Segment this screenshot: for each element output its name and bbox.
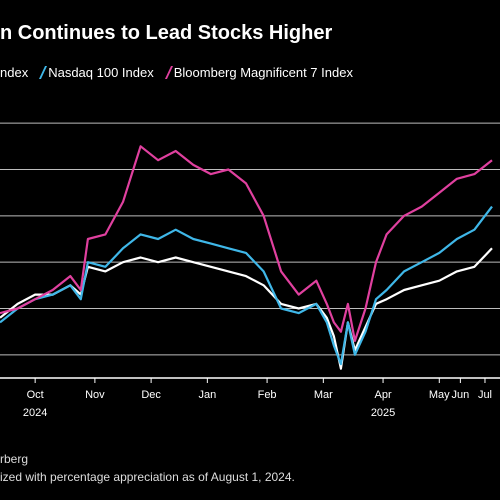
x-tick-label-6: Apr [374, 389, 391, 401]
x-tick-label-1: Nov [85, 389, 105, 401]
legend-label-index: ndex [0, 64, 29, 80]
chart-legend: ndex Nasdaq 100 Index Bloomberg Magnific… [0, 63, 353, 81]
x-tick-label-3: Jan [198, 389, 216, 401]
x-year-label-0: 2024 [23, 407, 47, 419]
chart-title: n Continues to Lead Stocks Higher [0, 22, 333, 44]
legend-item-nasdaq: Nasdaq 100 Index [39, 63, 154, 81]
x-year-label-6: 2025 [371, 407, 395, 419]
x-tick-label-5: Mar [314, 389, 333, 401]
series-lines [0, 145, 493, 370]
legend-item-index: ndex [0, 63, 28, 81]
legend-label-nasdaq: Nasdaq 100 Index [48, 64, 154, 80]
x-tick-label-7: May [429, 389, 450, 401]
x-tick-label-8: Jun [451, 389, 469, 401]
gridlines [0, 122, 500, 356]
legend-label-mag7: Bloomberg Magnificent 7 Index [173, 64, 353, 80]
x-tick-label-4: Feb [258, 389, 277, 401]
series-line-1 [0, 205, 493, 366]
x-tick-label-9: Jul [478, 389, 492, 401]
x-tick-label-0: Oct [27, 389, 44, 401]
legend-item-mag7: Bloomberg Magnificent 7 Index [164, 63, 353, 81]
x-axis: Oct 2024 Nov Dec Jan Feb Mar Apr 2025 May Jun Jul [0, 377, 500, 419]
series-line-2 [0, 145, 493, 342]
source-note: rberg [0, 452, 29, 466]
x-tick-label-2: Dec [141, 389, 161, 401]
footnote: ized with percentage appreciation as of … [0, 470, 295, 484]
